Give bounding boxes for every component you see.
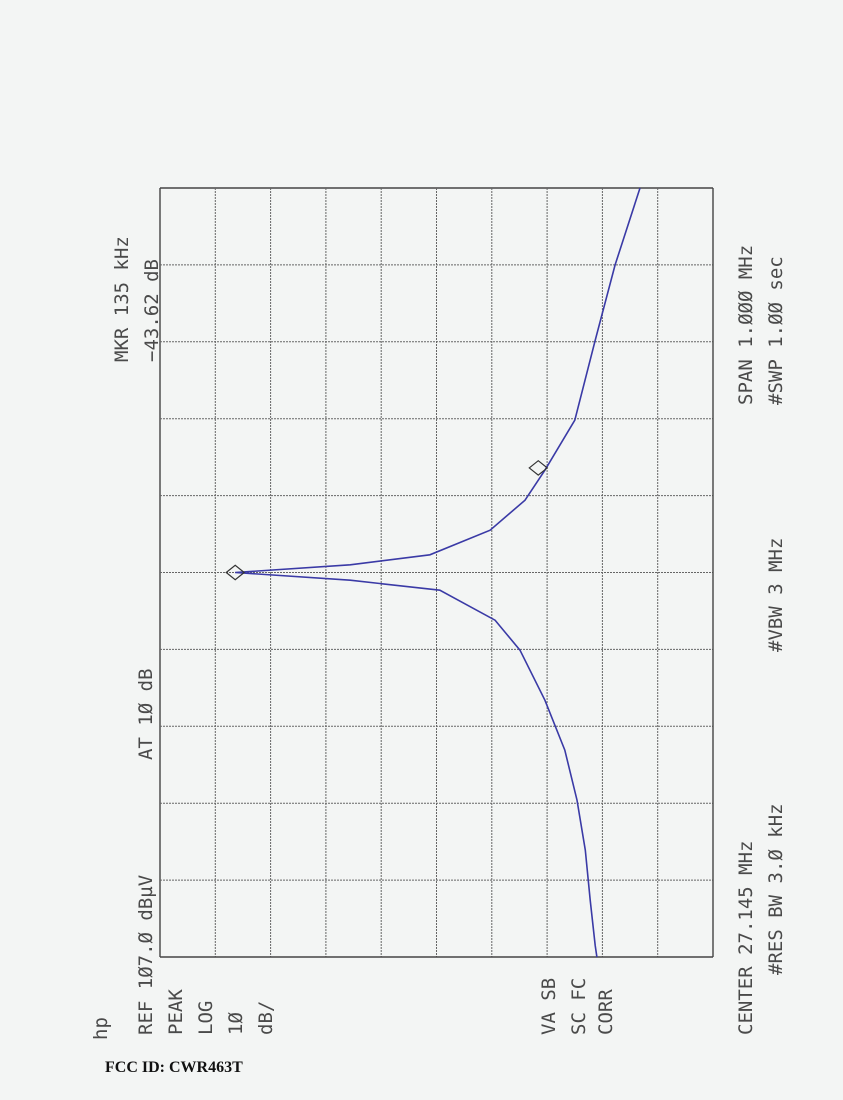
annotation: CORR <box>595 989 617 1035</box>
marker-diamond <box>225 564 246 581</box>
footer: FCC ID: CWR463T <box>105 1059 243 1076</box>
marker-diamond <box>528 459 549 476</box>
annotation: #VBW 3 MHz <box>765 538 787 652</box>
annotation: PEAK <box>165 989 187 1035</box>
logo: hp <box>90 1017 112 1040</box>
reference-level: REF 1Ø7.Ø dBµV <box>135 875 157 1035</box>
annotation: MKR 135 kHz <box>111 236 133 362</box>
annotation: #SWP 1.ØØ sec <box>765 256 787 405</box>
annotation: VA SB <box>538 978 560 1035</box>
annotation: 1Ø <box>225 1012 247 1035</box>
annotation: CENTER 27.145 MHz <box>735 841 757 1035</box>
annotation: −43.62 dB <box>141 259 163 362</box>
annotation: dB/ <box>255 1001 277 1035</box>
annotation: #RES BW 3.Ø kHz <box>765 803 787 975</box>
annotation: SPAN 1.ØØØ MHz <box>735 245 757 405</box>
annotation: AT 1Ø dB <box>135 668 157 760</box>
annotation: LOG <box>195 1001 217 1035</box>
annotation: SC FC <box>568 978 590 1035</box>
trace <box>235 187 641 958</box>
